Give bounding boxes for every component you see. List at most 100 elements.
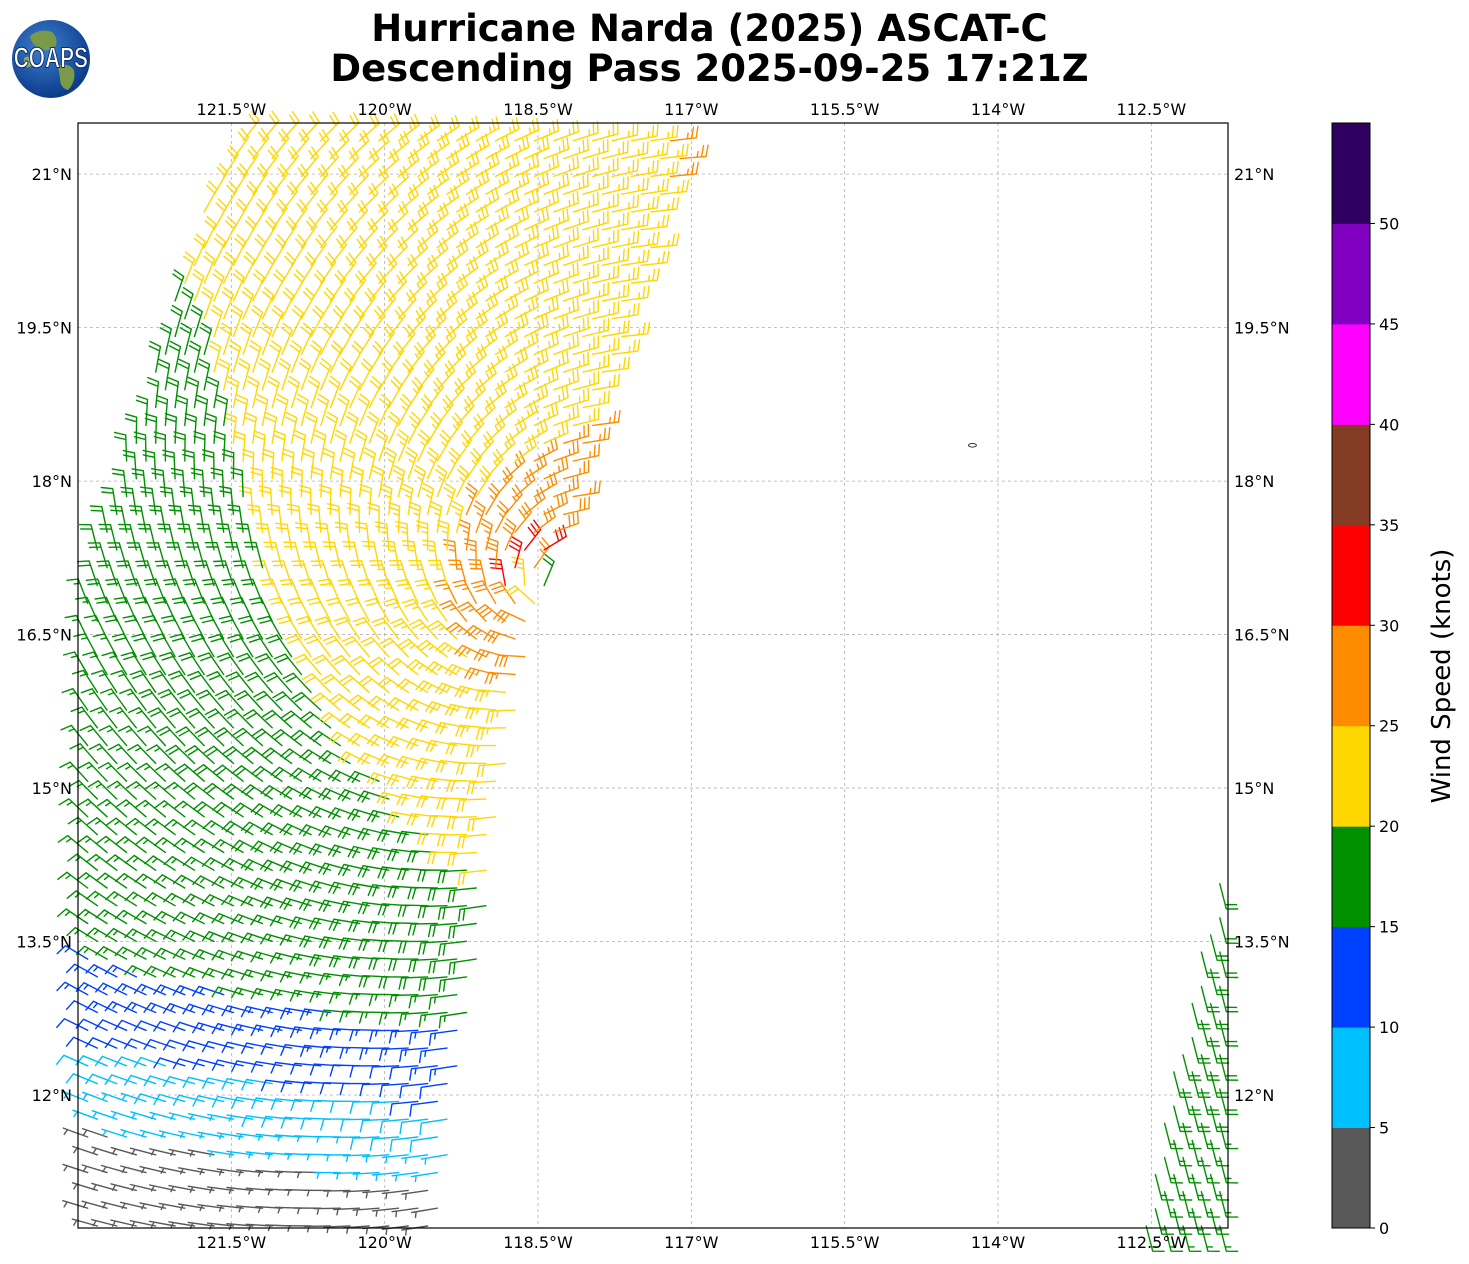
wind-barb xyxy=(562,459,590,480)
wind-barb xyxy=(533,225,560,249)
wind-barb xyxy=(85,1000,118,1014)
wind-barb xyxy=(388,306,406,338)
wind-barb xyxy=(378,288,397,320)
wind-barb xyxy=(543,456,569,480)
colorbar-tick-label: 25 xyxy=(1379,717,1399,736)
wind-barb xyxy=(388,130,410,160)
wind-barb xyxy=(553,404,579,427)
wind-barb xyxy=(303,635,332,658)
wind-barb xyxy=(232,163,249,195)
wind-barb xyxy=(339,1046,370,1059)
wind-barb xyxy=(425,739,458,753)
wind-barb xyxy=(508,536,523,569)
wind-barb xyxy=(85,1037,118,1049)
colorbar-segment xyxy=(1332,323,1370,425)
wind-barb xyxy=(377,866,409,879)
wind-barb xyxy=(203,745,235,765)
wind-barb xyxy=(504,135,530,160)
wind-barb xyxy=(485,240,509,266)
wind-barb xyxy=(383,598,409,622)
wind-barb xyxy=(310,340,323,373)
wind-barb xyxy=(388,994,419,1008)
wind-barb xyxy=(429,1065,458,1082)
wind-barb xyxy=(258,485,273,516)
wind-barb xyxy=(179,322,192,355)
wind-barb xyxy=(115,873,147,889)
wind-barb xyxy=(223,180,238,213)
wind-barb xyxy=(457,833,487,849)
wind-barb xyxy=(502,518,517,551)
wind-barb xyxy=(320,1118,351,1131)
wind-barb xyxy=(435,721,468,735)
wind-barb xyxy=(289,805,322,818)
wind-barb xyxy=(465,413,485,444)
wind-barb xyxy=(139,1202,167,1210)
wind-barb xyxy=(309,990,341,1003)
wind-barb xyxy=(543,420,569,444)
wind-barb xyxy=(1191,1002,1211,1030)
wind-barb xyxy=(78,523,99,551)
wind-barb xyxy=(326,503,341,533)
wind-barb xyxy=(338,900,370,914)
wind-barb xyxy=(611,302,640,320)
x-tick-label-bottom: 117°W xyxy=(664,1233,719,1252)
wind-barb xyxy=(246,376,260,409)
wind-barb xyxy=(524,313,549,338)
wind-barb xyxy=(388,271,407,302)
wind-barb xyxy=(231,1060,264,1072)
wind-barb xyxy=(124,1001,157,1014)
wind-barb xyxy=(630,268,660,284)
wind-barb xyxy=(116,799,147,818)
wind-barb xyxy=(240,821,273,836)
wind-barb xyxy=(197,1167,225,1176)
wind-barb xyxy=(485,275,509,302)
wind-barb xyxy=(524,171,550,195)
wind-barb xyxy=(405,447,418,480)
wind-barb xyxy=(342,541,361,569)
wind-barb xyxy=(338,937,370,950)
wind-barb xyxy=(417,905,448,919)
wind-barb xyxy=(232,127,250,160)
wind-barb xyxy=(533,154,560,178)
wind-barb xyxy=(371,617,400,640)
wind-barb xyxy=(56,981,89,996)
wind-barb xyxy=(276,394,289,427)
wind-barb xyxy=(300,216,318,249)
wind-barb xyxy=(202,820,235,836)
wind-barb xyxy=(307,375,321,409)
y-tick-label-left: 12°N xyxy=(32,1086,72,1105)
wind-barb xyxy=(611,230,640,249)
wind-barb xyxy=(533,296,559,320)
wind-barb xyxy=(302,448,315,480)
wind-barb xyxy=(339,252,357,284)
wind-barb xyxy=(466,780,497,795)
wind-barb xyxy=(572,443,601,462)
wind-barb xyxy=(390,618,419,640)
wind-barb xyxy=(438,1011,468,1029)
wind-barb xyxy=(89,505,108,533)
wind-barb xyxy=(310,164,329,195)
wind-barb xyxy=(318,750,351,765)
wind-barb xyxy=(446,273,468,302)
wind-barb xyxy=(396,830,429,844)
wind-barb xyxy=(143,929,176,942)
colorbar-tick-label: 5 xyxy=(1379,1119,1389,1138)
wind-barb xyxy=(456,256,479,284)
wind-barb xyxy=(377,829,409,842)
wind-barb xyxy=(1200,951,1220,979)
wind-barb xyxy=(290,269,306,302)
x-tick-label-top: 117°W xyxy=(664,100,719,119)
wind-barb xyxy=(483,629,516,644)
wind-barb xyxy=(329,199,348,231)
wind-barb xyxy=(485,483,500,516)
wind-barb xyxy=(465,168,490,195)
wind-barb xyxy=(397,148,420,178)
wind-barb xyxy=(379,1082,409,1098)
wind-barb xyxy=(377,676,409,693)
wind-barb xyxy=(611,158,639,178)
wind-barb xyxy=(357,827,390,841)
wind-barb xyxy=(468,559,487,587)
logo-text: COAPS xyxy=(14,42,88,74)
wind-barb xyxy=(211,1095,244,1108)
wind-barb xyxy=(533,505,556,533)
